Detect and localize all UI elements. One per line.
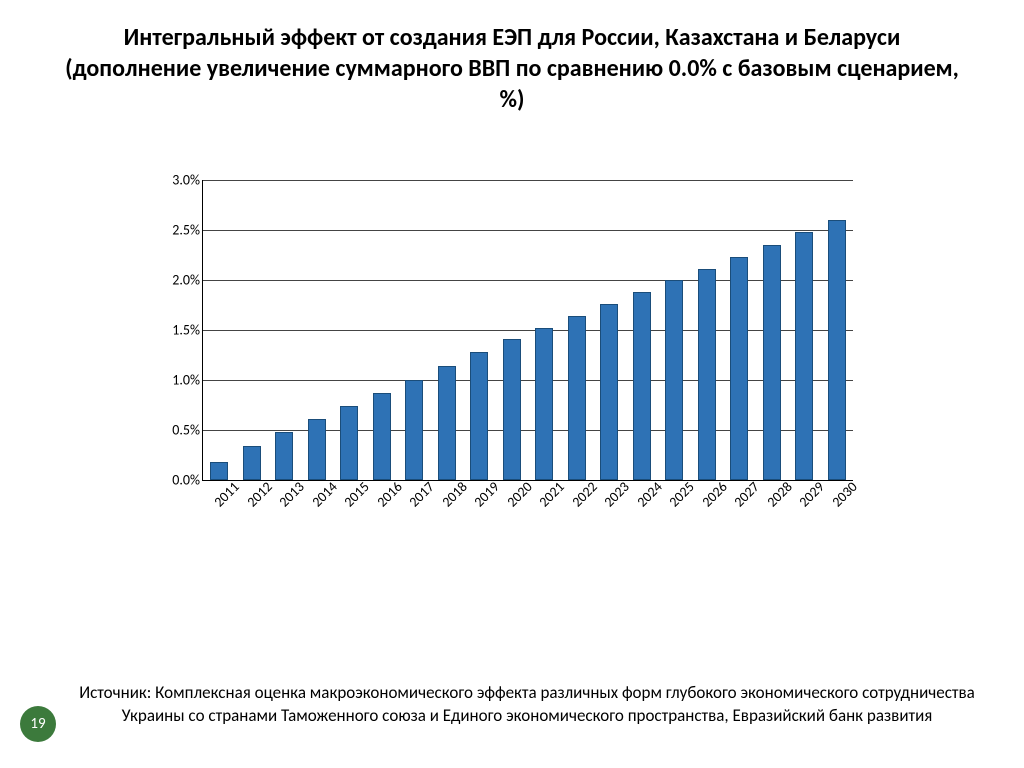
bar bbox=[763, 245, 781, 480]
bar bbox=[340, 406, 358, 480]
bar bbox=[438, 366, 456, 480]
bar bbox=[308, 419, 326, 480]
bar bbox=[828, 220, 846, 480]
gridline bbox=[203, 230, 853, 231]
gridline bbox=[203, 280, 853, 281]
bar bbox=[665, 280, 683, 480]
y-tick-label: 0.5% bbox=[140, 422, 200, 439]
bar bbox=[243, 446, 261, 480]
plot-area bbox=[202, 180, 853, 481]
bar bbox=[405, 380, 423, 480]
bar bbox=[373, 393, 391, 480]
bar bbox=[210, 462, 228, 480]
bar bbox=[535, 328, 553, 480]
y-tick-label: 3.0% bbox=[140, 172, 200, 189]
y-tick-label: 1.0% bbox=[140, 372, 200, 389]
bar bbox=[730, 257, 748, 480]
gridline bbox=[203, 330, 853, 331]
bar bbox=[633, 292, 651, 480]
gridline bbox=[203, 430, 853, 431]
chart-title: Интегральный эффект от создания ЕЭП для … bbox=[0, 0, 1024, 116]
y-tick-label: 2.0% bbox=[140, 272, 200, 289]
bar-chart: 0.0%0.5%1.0%1.5%2.0%2.5%3.0% 20112012201… bbox=[140, 170, 880, 540]
y-tick-label: 2.5% bbox=[140, 222, 200, 239]
page-number-badge: 19 bbox=[20, 706, 56, 742]
bar bbox=[568, 316, 586, 480]
bar bbox=[795, 232, 813, 480]
y-tick-label: 0.0% bbox=[140, 472, 200, 489]
bar bbox=[275, 432, 293, 480]
bar bbox=[503, 339, 521, 480]
bar bbox=[600, 304, 618, 480]
gridline bbox=[203, 380, 853, 381]
bar bbox=[470, 352, 488, 480]
page-number: 19 bbox=[30, 715, 45, 733]
gridline bbox=[203, 180, 853, 181]
y-tick-label: 1.5% bbox=[140, 322, 200, 339]
source-footnote: Источник: Комплексная оценка макроэконом… bbox=[70, 682, 984, 728]
bar bbox=[698, 269, 716, 480]
